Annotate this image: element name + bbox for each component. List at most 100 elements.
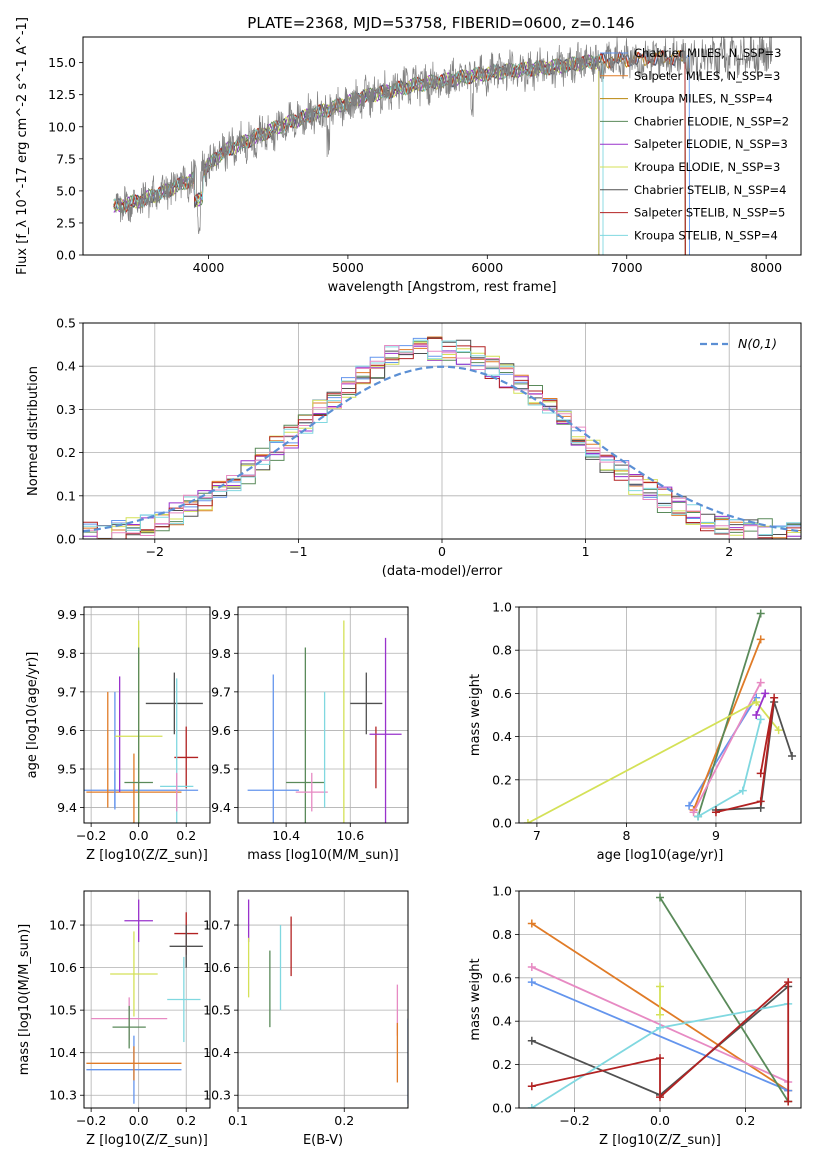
mass_vs_Z-plot-area xyxy=(86,899,203,1104)
legend-label: Kroupa STELIB, N_SSP=4 xyxy=(634,228,778,242)
y-tick-label: 1.0 xyxy=(492,600,512,615)
series-marker xyxy=(756,715,765,724)
x-tick-label: 8 xyxy=(622,828,630,843)
series-marker xyxy=(527,962,536,971)
x-tick-label: 7000 xyxy=(611,260,643,275)
series-marker xyxy=(694,812,703,821)
y-tick-label: 0.0 xyxy=(492,816,512,831)
x-tick-label: 5000 xyxy=(332,260,364,275)
y-tick-label: 9.8 xyxy=(57,646,77,661)
y-tick-label: 10.7 xyxy=(203,918,231,933)
x-tick-label: 0 xyxy=(438,544,446,559)
observed-spectrum xyxy=(114,37,773,235)
histogram-step xyxy=(83,339,801,536)
legend-label: Salpeter MILES, N_SSP=3 xyxy=(634,69,780,83)
series-line xyxy=(531,981,789,1092)
series-marker xyxy=(656,1023,664,1032)
axes-frame xyxy=(82,322,802,540)
y-tick-label: 0.2 xyxy=(56,445,76,460)
y-tick-label: 9.8 xyxy=(211,646,231,661)
x-axis-label: mass [log10(M/M_sun)] xyxy=(247,848,399,863)
series-marker xyxy=(752,698,761,707)
y-tick-label: 10.6 xyxy=(203,960,231,975)
axes-frame xyxy=(237,890,409,1109)
y-tick-label: 2.5 xyxy=(56,215,76,230)
y-tick-label: 10.4 xyxy=(203,1045,231,1060)
mass_vs_EBV-plot-area xyxy=(247,899,408,1104)
y-tick-label: 10.5 xyxy=(49,1003,77,1018)
spectrum-plot-area xyxy=(113,37,773,255)
y-tick-label: 9.7 xyxy=(57,684,77,699)
series-marker xyxy=(770,693,779,702)
y-tick-label: 0.1 xyxy=(56,488,76,503)
x-tick-label: 4000 xyxy=(193,260,225,275)
y-tick-label: 9.6 xyxy=(211,723,231,738)
series-marker xyxy=(756,635,765,644)
y-axis-label: mass [log10(M/M_sun)] xyxy=(17,924,32,1076)
y-tick-label: 10.0 xyxy=(48,119,76,134)
series-marker xyxy=(527,1082,536,1091)
y-axis-label: mass weight xyxy=(468,958,483,1040)
residuals-axes: −2 −1 0 1 2 0.0 0.1 0.2 0.3 0.4 0.5 (data-model)/er… xyxy=(26,316,802,579)
series-marker xyxy=(756,769,765,778)
y-tick-label: 7.5 xyxy=(56,151,76,166)
residuals-plot-area xyxy=(83,336,801,539)
y-tick-label: 10.5 xyxy=(203,1003,231,1018)
x-tick-label: 0.0 xyxy=(650,1113,670,1128)
y-tick-label: 9.7 xyxy=(211,684,231,699)
model-curve xyxy=(113,54,604,255)
x-tick-label: 7 xyxy=(533,828,541,843)
model-curve xyxy=(113,49,686,255)
y-axis-label: Normed distribution xyxy=(26,366,41,496)
figure-title: PLATE=2368, MJD=53758, FIBERID=0600, z=0… xyxy=(247,14,634,32)
series-marker xyxy=(685,801,694,810)
x-tick-label: 10.6 xyxy=(336,828,364,843)
y-tick-label: 10.6 xyxy=(49,960,77,975)
y-tick-label: 0.4 xyxy=(56,359,76,374)
y-tick-label: 0.2 xyxy=(492,1057,512,1072)
series-marker xyxy=(527,1036,536,1045)
series-marker xyxy=(738,786,747,795)
series-marker xyxy=(756,609,765,618)
y-tick-label: 0.4 xyxy=(492,729,512,744)
x-tick-label: −0.2 xyxy=(76,1113,106,1128)
series-marker xyxy=(784,1097,793,1106)
x-tick-label: 9 xyxy=(712,828,720,843)
legend-label: Salpeter STELIB, N_SSP=5 xyxy=(634,206,785,220)
y-tick-label: 9.9 xyxy=(211,607,231,622)
y-tick-label: 10.3 xyxy=(203,1088,231,1103)
y-tick-label: 10.7 xyxy=(49,918,77,933)
y-tick-label: 9.4 xyxy=(211,800,231,815)
y-tick-label: 0.6 xyxy=(492,686,512,701)
y-tick-label: 0.3 xyxy=(56,402,76,417)
series-line xyxy=(697,719,762,818)
y-tick-label: 9.5 xyxy=(57,762,77,777)
axes-frame xyxy=(518,890,802,1109)
series-marker xyxy=(656,1093,664,1102)
legend-label: Chabrier MILES, N_SSP=3 xyxy=(634,46,781,60)
x-tick-label: 0.2 xyxy=(334,1113,354,1128)
legend-label: Salpeter ELODIE, N_SSP=3 xyxy=(634,137,788,151)
y-tick-label: 0.8 xyxy=(492,927,512,942)
spectrum-axes: 4000 5000 6000 7000 8000 0.0 2.5 5.0 7.5 10.0 12.5… xyxy=(15,17,802,295)
series-marker xyxy=(711,808,720,817)
x-axis-label: Z [log10(Z/Z_sun)] xyxy=(86,1133,208,1148)
axes-frame xyxy=(83,606,211,824)
legend-label: Chabrier STELIB, N_SSP=4 xyxy=(634,183,786,197)
y-tick-label: 10.4 xyxy=(49,1045,77,1060)
weight_vs_Z-plot-area xyxy=(527,893,793,1108)
series-marker xyxy=(788,752,797,761)
y-tick-label: 0.0 xyxy=(56,248,76,263)
legend: Chabrier MILES, N_SSP=3 Salpeter MILES, N… xyxy=(600,46,789,242)
series-line xyxy=(692,682,762,813)
axes-frame xyxy=(82,36,802,256)
legend-label: N(0,1) xyxy=(738,336,777,351)
age_vs_Z-axes: −0.2 0.0 0.2 9.4 9.5 9.6 9.7 9.8 9.9 Z [log10(Z/Z… xyxy=(25,606,211,863)
x-tick-label: 0.1 xyxy=(228,1113,248,1128)
y-tick-label: 0.0 xyxy=(56,532,76,547)
series-marker xyxy=(784,978,793,987)
weight_vs_age-axes: 7 8 9 0.0 0.2 0.4 0.6 0.8 1.0 age [log10(age/yr)]… xyxy=(468,600,802,863)
legend-label: Chabrier ELODIE, N_SSP=2 xyxy=(634,114,789,128)
mass_vs_Z-axes: −0.2 0.0 0.2 10.3 10.4 10.5 10.6 10.7 Z [log10(Z… xyxy=(17,890,211,1148)
